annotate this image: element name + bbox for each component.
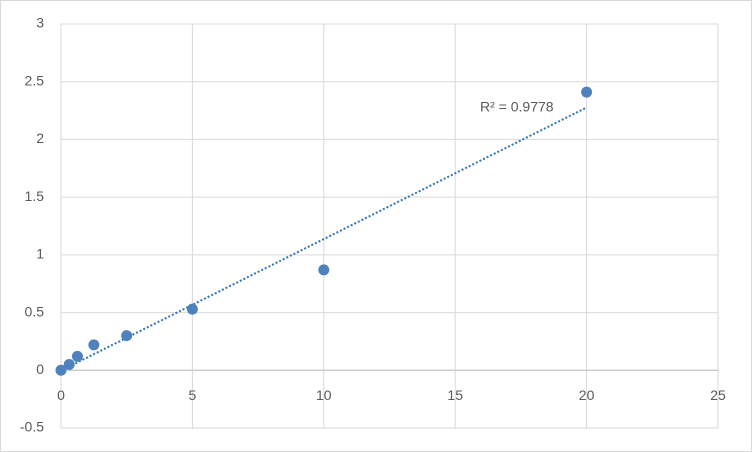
y-tick-label: 0 bbox=[36, 361, 44, 377]
x-tick-label: 0 bbox=[57, 387, 65, 403]
y-tick-label: 0.5 bbox=[25, 303, 45, 319]
data-point bbox=[71, 350, 83, 362]
y-tick-label: -0.5 bbox=[20, 419, 44, 435]
data-point bbox=[63, 359, 75, 371]
x-tick-label: 25 bbox=[710, 387, 726, 403]
data-point bbox=[581, 86, 593, 98]
x-tick-label: 20 bbox=[579, 387, 595, 403]
y-tick-label: 3 bbox=[36, 15, 44, 31]
trendline bbox=[60, 106, 588, 372]
y-tick-label: 1 bbox=[36, 246, 44, 262]
x-tick-label: 10 bbox=[316, 387, 332, 403]
x-tick-label: 5 bbox=[189, 387, 197, 403]
trendline-label: R² = 0.9778 bbox=[480, 99, 554, 115]
data-point bbox=[121, 330, 133, 342]
y-tick-label: 2.5 bbox=[25, 72, 45, 88]
y-tick-label: 1.5 bbox=[25, 188, 45, 204]
data-point bbox=[318, 264, 330, 276]
data-point bbox=[55, 364, 67, 376]
y-tick-label: 2 bbox=[36, 130, 44, 146]
data-point bbox=[88, 339, 100, 351]
data-point bbox=[186, 303, 198, 315]
x-tick-label: 15 bbox=[447, 387, 463, 403]
